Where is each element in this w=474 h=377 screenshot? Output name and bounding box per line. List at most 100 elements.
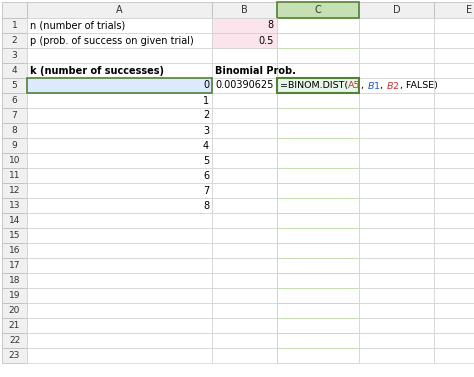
- Bar: [434, 318, 474, 333]
- Bar: [2, 333, 27, 348]
- Bar: [212, 18, 277, 33]
- Text: 11: 11: [9, 171, 20, 180]
- Bar: [359, 348, 434, 363]
- Text: E: E: [466, 5, 472, 15]
- Bar: [27, 123, 212, 138]
- Bar: [434, 183, 474, 198]
- Text: 14: 14: [9, 216, 20, 225]
- Bar: [27, 348, 212, 363]
- Bar: [359, 213, 434, 228]
- Bar: [434, 303, 474, 318]
- Text: 18: 18: [9, 276, 20, 285]
- Bar: [434, 2, 474, 18]
- Text: 1: 1: [12, 21, 18, 30]
- Text: A: A: [116, 5, 123, 15]
- Bar: [359, 138, 434, 153]
- Text: 0.00390625: 0.00390625: [216, 81, 274, 90]
- Bar: [212, 243, 277, 258]
- Bar: [359, 228, 434, 243]
- Bar: [212, 153, 277, 168]
- Text: 22: 22: [9, 336, 20, 345]
- Bar: [434, 273, 474, 288]
- Bar: [212, 78, 277, 93]
- Bar: [27, 18, 212, 33]
- Text: n (number of trials): n (number of trials): [30, 20, 125, 31]
- Bar: [27, 2, 212, 18]
- Bar: [27, 303, 212, 318]
- Bar: [359, 18, 434, 33]
- Bar: [359, 78, 434, 93]
- Bar: [2, 108, 27, 123]
- Bar: [212, 213, 277, 228]
- Bar: [2, 318, 27, 333]
- Bar: [27, 48, 212, 63]
- Bar: [359, 33, 434, 48]
- Bar: [27, 273, 212, 288]
- Text: 2: 2: [12, 36, 18, 45]
- Bar: [277, 258, 359, 273]
- Bar: [434, 213, 474, 228]
- Bar: [212, 273, 277, 288]
- Bar: [434, 33, 474, 48]
- Bar: [27, 258, 212, 273]
- Bar: [2, 138, 27, 153]
- Bar: [359, 258, 434, 273]
- Bar: [27, 243, 212, 258]
- Bar: [212, 333, 277, 348]
- Bar: [434, 198, 474, 213]
- Bar: [2, 18, 27, 33]
- Bar: [2, 63, 27, 78]
- Bar: [359, 303, 434, 318]
- Bar: [434, 63, 474, 78]
- Text: 5: 5: [203, 155, 209, 166]
- Bar: [2, 258, 27, 273]
- Bar: [27, 153, 212, 168]
- Text: p (prob. of success on given trial): p (prob. of success on given trial): [30, 35, 194, 46]
- Bar: [434, 78, 474, 93]
- Bar: [434, 348, 474, 363]
- Bar: [277, 2, 359, 18]
- Text: , FALSE): , FALSE): [400, 81, 438, 90]
- Bar: [277, 48, 359, 63]
- Bar: [212, 33, 277, 48]
- Text: 12: 12: [9, 186, 20, 195]
- Bar: [277, 93, 359, 108]
- Bar: [359, 318, 434, 333]
- Bar: [277, 18, 359, 33]
- Bar: [434, 228, 474, 243]
- Bar: [359, 273, 434, 288]
- Bar: [277, 228, 359, 243]
- Bar: [27, 198, 212, 213]
- Bar: [2, 33, 27, 48]
- Bar: [359, 198, 434, 213]
- Text: 16: 16: [9, 246, 20, 255]
- Bar: [212, 123, 277, 138]
- Bar: [2, 213, 27, 228]
- Text: A5: A5: [348, 81, 361, 90]
- Bar: [27, 78, 212, 93]
- Bar: [434, 138, 474, 153]
- Bar: [277, 213, 359, 228]
- Text: 8: 8: [12, 126, 18, 135]
- Bar: [277, 243, 359, 258]
- Bar: [212, 18, 277, 33]
- Bar: [212, 228, 277, 243]
- Text: $B$1: $B$1: [366, 80, 380, 91]
- Bar: [212, 183, 277, 198]
- Text: C: C: [315, 5, 321, 15]
- Bar: [212, 303, 277, 318]
- Text: 8: 8: [203, 201, 209, 210]
- Bar: [212, 63, 277, 78]
- Text: 6: 6: [12, 96, 18, 105]
- Text: 7: 7: [12, 111, 18, 120]
- Bar: [277, 33, 359, 48]
- Bar: [2, 288, 27, 303]
- Bar: [2, 198, 27, 213]
- Bar: [2, 273, 27, 288]
- Bar: [277, 78, 359, 93]
- Bar: [27, 333, 212, 348]
- Text: 4: 4: [12, 66, 18, 75]
- Bar: [212, 198, 277, 213]
- Bar: [359, 93, 434, 108]
- Text: 8: 8: [268, 20, 274, 31]
